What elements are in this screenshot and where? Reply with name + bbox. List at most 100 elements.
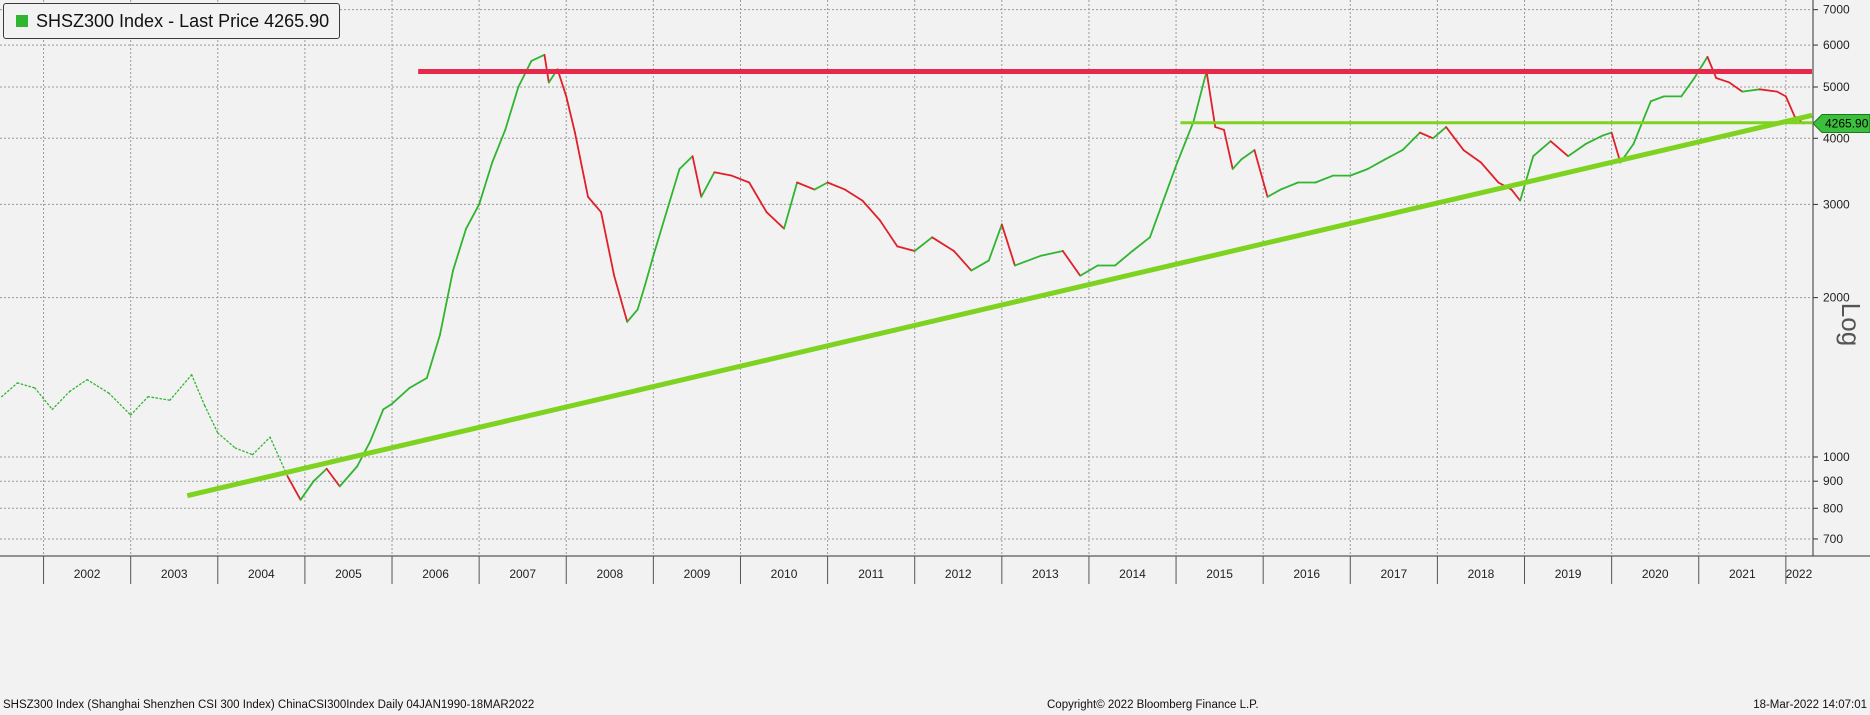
price-segment [1510,188,1522,202]
y-tick-label: 4000 [1823,131,1850,145]
x-tick-label: 2020 [1642,567,1669,581]
x-tick-label: 2018 [1468,567,1495,581]
price-segment [269,436,289,477]
x-tick-label: 2004 [248,567,275,581]
price-segment [465,203,481,230]
price-segment [1131,236,1151,252]
y-tick-label: 6000 [1823,38,1850,52]
price-segment [1349,168,1369,177]
price-segment [478,161,494,206]
legend[interactable]: SHSZ300 Index - Last Price 4265.90 [3,3,341,39]
price-segment [391,387,411,405]
price-segment [665,168,681,214]
price-segment [1223,128,1234,170]
price-segment [1114,250,1134,267]
price-segment [517,60,533,88]
price-segment [34,387,53,411]
price-segment [678,155,694,170]
y-tick-label: 1000 [1823,450,1850,464]
price-segment [286,475,302,501]
x-tick-label: 2019 [1555,567,1582,581]
price-series [1,53,1805,501]
price-segment [1432,126,1448,140]
price-segment [452,227,467,272]
price-segment [130,396,149,416]
price-segment [896,245,916,252]
price-segment [1,382,19,398]
uptrend-line [186,112,1813,499]
price-segment [1401,131,1421,151]
price-segment [1602,131,1613,137]
price-segment [1013,254,1042,267]
price-segment [1000,223,1016,267]
price-segment [970,259,990,272]
price-segment [1279,181,1299,191]
price-segment [251,436,271,456]
price-segment [325,467,341,488]
price-segment [312,467,328,483]
price-segment [748,181,768,214]
price-segment [108,392,132,416]
price-segment [691,155,703,198]
price-segment [1715,77,1731,84]
price-segment [587,195,602,214]
price-segment [643,254,655,288]
last-price-tag [1812,113,1870,133]
price-segment [1214,126,1225,131]
price-segment [878,219,899,248]
price-segment [1693,55,1709,79]
price-segment [204,405,219,434]
price-segment [51,390,71,411]
price-segment [1519,155,1535,202]
x-tick-label: 2021 [1729,567,1756,581]
price-segment [1419,131,1434,140]
x-tick-label: 2017 [1380,567,1407,581]
footer-copyright: Copyright© 2022 Bloomberg Finance L.P. [1047,699,1259,711]
price-segment [1231,158,1243,170]
x-tick-label: 2009 [684,567,711,581]
footer-timestamp: 18-Mar-2022 14:07:01 [1753,699,1867,711]
y-tick-label: 3000 [1823,197,1850,211]
price-segment [338,465,359,488]
price-segment [299,480,315,501]
price-segment [16,382,36,389]
x-axis: 2002 2003 2004 2005 2006 2007 2008 2009 2010 2011… [0,555,1870,584]
price-segment [1061,250,1082,277]
price-segment [543,53,550,84]
price-segment [382,402,393,411]
price-segment [1706,55,1718,79]
price-segment [844,188,864,202]
price-segment [700,171,716,198]
price-segment [1480,161,1500,184]
x-tick-label: 2007 [509,567,536,581]
price-segment [1205,70,1217,128]
x-tick-label: 2002 [74,567,101,581]
price-segment [783,181,799,230]
y-tick-label: 700 [1823,532,1843,546]
price-segment [1680,77,1696,98]
price-segment [765,211,785,230]
price-segment [1549,140,1569,158]
price-segment [953,250,973,272]
price-segment [600,211,616,277]
price-segment [574,131,589,198]
legend-swatch [16,15,28,27]
price-segment [169,374,193,401]
y-tick-label: 900 [1823,474,1843,488]
price-segment [425,334,441,379]
price-segment [1149,188,1169,239]
price-segment [1758,88,1779,93]
x-tick-label: 2015 [1206,567,1233,581]
price-segment [1253,149,1269,198]
price-segment [1610,131,1622,164]
price-segment [1445,126,1465,151]
price-segment [1567,143,1587,158]
last-price-label: 4265.90 [1825,116,1869,130]
x-tick-label: 2011 [858,567,884,581]
price-segment [1532,140,1552,158]
x-tick-label: 2016 [1293,567,1320,581]
price-segment [1649,95,1665,103]
x-tick-label: 2010 [771,567,798,581]
